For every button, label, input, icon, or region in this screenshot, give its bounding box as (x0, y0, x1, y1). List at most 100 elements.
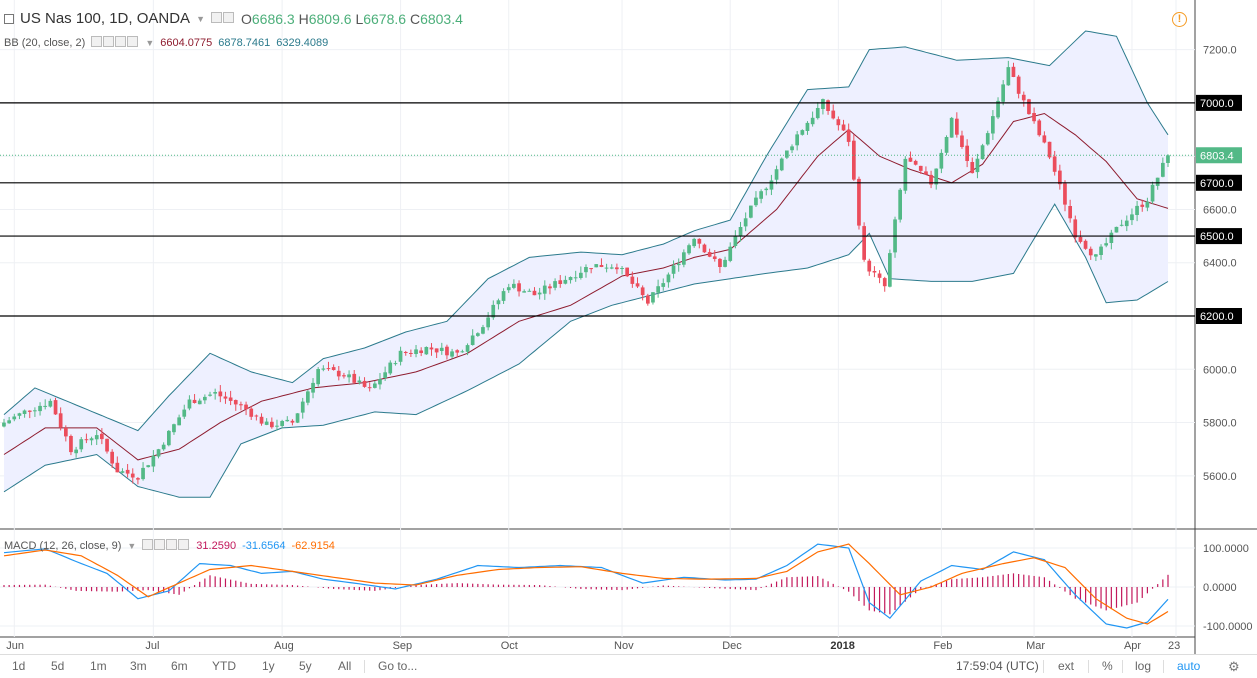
ext-toggle[interactable]: ext (1058, 659, 1075, 673)
dropdown-icon[interactable]: ▼ (127, 541, 137, 551)
range-all-button[interactable]: All (338, 659, 352, 673)
bb-lower-value: 6329.4089 (276, 37, 329, 49)
eye-icon[interactable] (210, 11, 222, 23)
candle-body (136, 478, 140, 480)
candle-body (69, 436, 73, 453)
candle-body (481, 327, 485, 334)
macd-tick-label: -100.0000 (1203, 621, 1253, 633)
level-tag-label: 7000.0 (1200, 98, 1234, 110)
dropdown-icon[interactable]: ▼ (145, 38, 155, 48)
candle-body (388, 362, 393, 374)
close-icon[interactable] (178, 539, 190, 550)
range-1y-button[interactable]: 1y (262, 659, 275, 673)
range-1d-button[interactable]: 1d (12, 659, 26, 673)
macd-label[interactable]: MACD (12, 26, close, 9) (4, 540, 122, 552)
candle-body (579, 272, 583, 278)
candle-body (130, 473, 135, 478)
candle-body (22, 410, 27, 414)
candle-body (347, 374, 351, 378)
candle-body (939, 152, 944, 169)
collapse-icon[interactable] (4, 13, 14, 24)
candle-body (512, 283, 516, 288)
high-value: 6809.6 (308, 10, 352, 27)
candle-body (316, 369, 320, 385)
warning-icon[interactable]: ! (1172, 12, 1187, 27)
candle-body (48, 400, 53, 407)
candle-body (1140, 204, 1145, 207)
candle-body (506, 287, 511, 291)
candle-body (764, 188, 769, 191)
close-icon[interactable] (115, 36, 127, 47)
goto-button[interactable]: Go to... (378, 659, 418, 673)
range-5y-button[interactable]: 5y (299, 659, 312, 673)
price-tick-label: 6400.0 (1203, 258, 1237, 270)
range-6m-button[interactable]: 6m (171, 659, 188, 673)
dropdown-icon[interactable]: ▼ (196, 13, 205, 24)
range-ytd-button[interactable]: YTD (212, 659, 236, 673)
candle-body (867, 260, 872, 272)
candle-body (187, 399, 192, 409)
utc-clock[interactable]: 17:59:04 (UTC) (956, 659, 1039, 673)
candle-body (862, 226, 866, 260)
candle-body (270, 421, 274, 428)
symbol-title[interactable]: US Nas 100, 1D, OANDA (20, 10, 191, 27)
candle-body (424, 347, 429, 355)
macd-tick-label: 0.0000 (1203, 582, 1237, 594)
range-1m-button[interactable]: 1m (90, 659, 107, 673)
candle-body (975, 158, 980, 173)
time-tick-label: Apr (1124, 640, 1141, 652)
candle-body (290, 420, 295, 423)
candle-body (882, 278, 887, 287)
time-tick-label: Nov (614, 640, 634, 652)
auto-toggle[interactable]: auto (1177, 659, 1201, 673)
settings-icon[interactable] (154, 539, 166, 550)
settings-icon[interactable] (103, 36, 115, 47)
candle-body (259, 416, 264, 424)
candle-body (264, 421, 269, 425)
level-tag-label: 6200.0 (1200, 311, 1234, 323)
candle-body (826, 100, 830, 111)
candle-body (1109, 232, 1114, 243)
candle-body (599, 265, 604, 267)
candle-body (568, 277, 573, 281)
candle-body (197, 400, 202, 405)
candle-body (110, 451, 114, 464)
candle-body (434, 348, 439, 353)
log-toggle[interactable]: log (1135, 659, 1152, 673)
candle-body (1145, 201, 1150, 208)
macd-controls (142, 539, 190, 553)
range-3m-button[interactable]: 3m (130, 659, 147, 673)
candle-body (151, 455, 156, 467)
candle-body (527, 290, 532, 292)
candle-body (172, 424, 176, 433)
candle-body (852, 140, 856, 180)
eye-icon[interactable] (91, 36, 103, 47)
candle-body (1032, 113, 1036, 122)
close-icon[interactable] (127, 36, 139, 47)
settings-icon[interactable] (222, 11, 234, 23)
range-5d-button[interactable]: 5d (51, 659, 65, 673)
candle-body (342, 375, 346, 377)
candle-body (1099, 246, 1103, 255)
close-icon[interactable] (166, 539, 178, 550)
candle-body (496, 300, 501, 305)
percent-toggle[interactable]: % (1102, 659, 1113, 673)
chart-settings-icon[interactable]: ⚙ (1228, 659, 1240, 674)
candle-body (12, 416, 17, 420)
candle-body (378, 379, 382, 385)
candle-body (491, 304, 496, 318)
candle-body (326, 368, 331, 370)
candle-body (357, 380, 362, 383)
eye-icon[interactable] (142, 539, 154, 550)
time-tick-label: Sep (393, 640, 413, 652)
bb-label[interactable]: BB (20, close, 2) (4, 37, 86, 49)
candle-body (1052, 156, 1057, 172)
candle-body (573, 277, 578, 279)
macd-line (3, 543, 1169, 629)
candle-body (635, 283, 640, 287)
candle-body (1161, 162, 1165, 177)
candle-body (749, 205, 753, 218)
candle-body (1150, 184, 1155, 202)
candle-body (944, 137, 949, 153)
